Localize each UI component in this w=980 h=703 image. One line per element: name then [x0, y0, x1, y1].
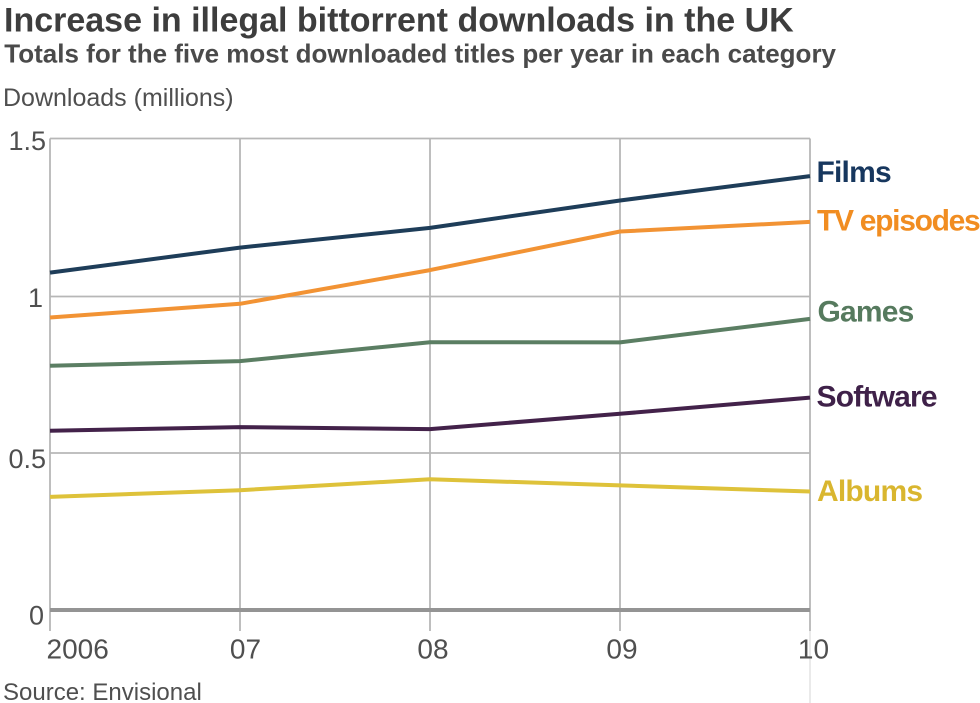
svg-text:Software: Software [817, 380, 937, 413]
svg-text:Source: Envisional: Source: Envisional [3, 679, 202, 703]
svg-text:08: 08 [417, 633, 448, 664]
svg-text:Totals for the five most downl: Totals for the five most downloaded titl… [4, 39, 836, 69]
svg-text:0: 0 [29, 601, 44, 631]
svg-text:Albums: Albums [817, 475, 922, 508]
svg-text:TV episodes: TV episodes [817, 204, 980, 237]
svg-text:1: 1 [28, 283, 43, 313]
svg-text:2006: 2006 [47, 633, 109, 664]
svg-text:10: 10 [798, 633, 829, 664]
svg-text:Increase in illegal bittorrent: Increase in illegal bittorrent downloads… [4, 2, 794, 40]
svg-text:1.5: 1.5 [8, 126, 46, 156]
svg-text:09: 09 [606, 633, 637, 664]
svg-text:Games: Games [818, 295, 914, 328]
svg-text:Downloads (millions): Downloads (millions) [3, 84, 234, 112]
svg-text:0.5: 0.5 [8, 444, 46, 474]
svg-text:Films: Films [817, 156, 891, 189]
svg-text:07: 07 [230, 633, 261, 664]
